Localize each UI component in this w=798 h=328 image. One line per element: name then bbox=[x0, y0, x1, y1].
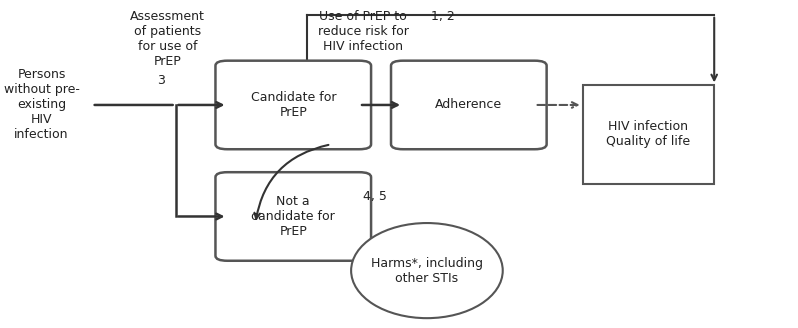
Text: 3: 3 bbox=[157, 74, 165, 87]
Text: 1, 2: 1, 2 bbox=[431, 10, 455, 23]
Text: HIV infection
Quality of life: HIV infection Quality of life bbox=[606, 120, 690, 149]
FancyBboxPatch shape bbox=[391, 61, 547, 149]
Text: Assessment
of patients
for use of
PrEP: Assessment of patients for use of PrEP bbox=[130, 10, 205, 68]
FancyBboxPatch shape bbox=[215, 61, 371, 149]
Text: Not a
candidate for
PrEP: Not a candidate for PrEP bbox=[251, 195, 335, 238]
FancyBboxPatch shape bbox=[215, 172, 371, 261]
Text: Candidate for
PrEP: Candidate for PrEP bbox=[251, 91, 336, 119]
Text: Adherence: Adherence bbox=[435, 98, 503, 112]
Text: Use of PrEP to
reduce risk for
HIV infection: Use of PrEP to reduce risk for HIV infec… bbox=[318, 10, 409, 53]
Text: Harms*, including
other STIs: Harms*, including other STIs bbox=[371, 256, 483, 285]
Text: 4, 5: 4, 5 bbox=[363, 190, 387, 203]
Text: Persons
without pre-
existing
HIV
infection: Persons without pre- existing HIV infect… bbox=[3, 69, 80, 141]
Ellipse shape bbox=[351, 223, 503, 318]
FancyBboxPatch shape bbox=[583, 85, 714, 184]
